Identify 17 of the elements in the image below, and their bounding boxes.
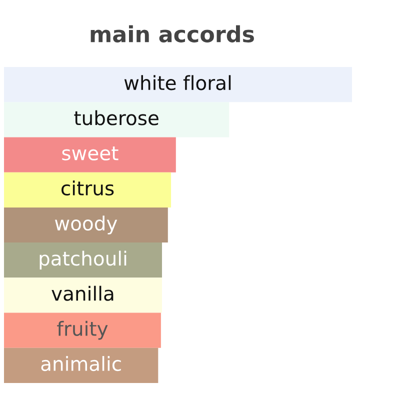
y-tick-label: sweet [62, 146, 118, 160]
y-tick-label: fruity [57, 320, 108, 340]
y-tick-label: vanilla [52, 286, 114, 301]
chart-title: main accords [90, 25, 254, 42]
bar [4, 348, 158, 383]
bar [4, 137, 176, 172]
bar [4, 312, 161, 348]
y-tick-label: citrus [62, 180, 114, 196]
bar [4, 242, 162, 278]
bar [4, 207, 168, 243]
bar [4, 172, 172, 208]
bar [4, 278, 162, 313]
y-tick-label: animalic [41, 356, 121, 372]
y-tick-label: patchouli [40, 250, 126, 270]
y-tick-label: woody [54, 216, 118, 234]
y-tick-label: tuberose [74, 110, 158, 126]
y-tick-label: white floral [124, 75, 231, 90]
